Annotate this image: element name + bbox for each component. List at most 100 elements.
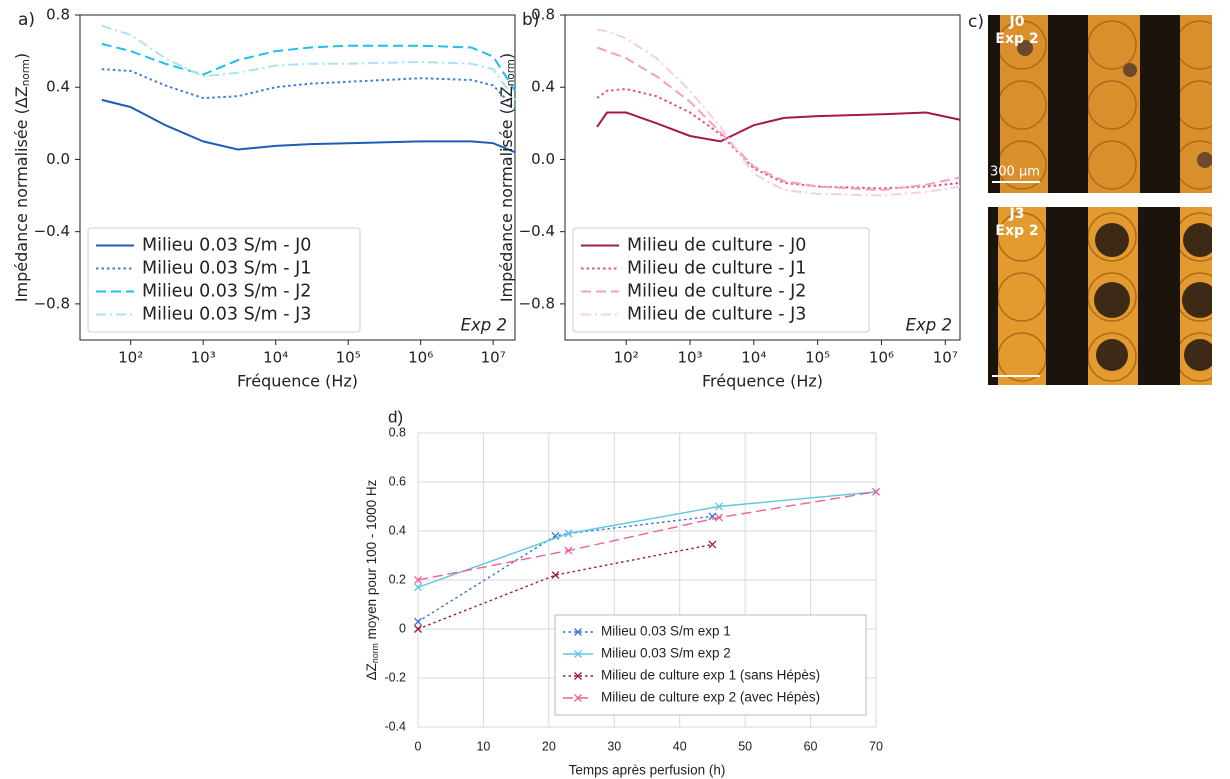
x-tick-label: 10: [476, 739, 490, 753]
x-tick-label: 10⁵: [805, 349, 830, 367]
x-tick-label: 10²: [118, 349, 143, 367]
y-axis-label: Impédance normalisée (ΔZnorm): [497, 53, 518, 302]
legend-label: Milieu de culture - J1: [627, 259, 806, 279]
x-tick-label: 10⁶: [408, 349, 433, 367]
x-axis-label: Fréquence (Hz): [702, 372, 823, 391]
annotation: Exp 2: [461, 316, 507, 335]
image-title: J0: [1009, 14, 1025, 30]
chart: b) −0.8 −0.4 0.0 0.4 0.8 10² 10³ 10⁴ 10⁵ 10⁶ 10⁷ Fré…: [497, 6, 961, 391]
marker: [414, 617, 422, 626]
marker: [564, 529, 573, 538]
marker: [414, 625, 422, 633]
marker: [414, 583, 422, 592]
y-tick-label: 0.0: [46, 150, 70, 168]
series-line: [417, 543, 713, 630]
y-tick-label: 0.6: [389, 474, 406, 488]
panel-label: d): [388, 407, 403, 426]
image-title: J3: [1009, 206, 1025, 222]
legend-label: Milieu de culture - J3: [627, 305, 806, 325]
legend-label: Milieu 0.03 S/m exp 1: [601, 624, 731, 639]
legend-marker: [574, 628, 582, 636]
legend-label: Milieu de culture exp 1 (sans Hépès): [601, 668, 820, 683]
scale-bar-label: 300 µm: [990, 165, 1040, 180]
marker: [715, 502, 723, 511]
legend-label: Milieu 0.03 S/m - J3: [142, 305, 311, 325]
y-tick-label: −0.8: [34, 294, 70, 312]
x-tick-label: 10⁶: [869, 349, 894, 367]
marker: [564, 546, 573, 555]
plot-frame: [79, 14, 516, 341]
legend-label: Milieu de culture exp 2 (avec Hépès): [601, 690, 820, 705]
annotation: Exp 2: [906, 316, 952, 335]
series-line: [417, 515, 713, 623]
y-axis-label-sub: norm: [20, 59, 32, 86]
legend-label: Milieu 0.03 S/m - J2: [142, 282, 311, 302]
x-tick-label: 10³: [191, 349, 216, 367]
micrograph: [988, 207, 1212, 385]
series-line: [417, 491, 877, 581]
y-tick-label: 0.8: [46, 6, 70, 24]
legend-marker: [574, 694, 582, 702]
y-tick-label: −0.8: [519, 294, 555, 312]
y-axis-label-text: ΔZ: [364, 663, 379, 680]
series-line: [596, 111, 961, 143]
x-tick-label: 70: [869, 739, 883, 753]
panel-label: a): [18, 10, 35, 30]
legend-label: Milieu 0.03 S/m - J1: [142, 259, 311, 279]
y-axis-label-sub: norm: [370, 643, 380, 663]
x-tick-label: 20: [542, 739, 556, 753]
marker: [715, 513, 723, 522]
legend-marker: [574, 650, 582, 658]
legend-label: Milieu de culture - J2: [627, 282, 806, 302]
legend-label: Milieu de culture - J0: [627, 236, 806, 256]
series-line: [101, 68, 516, 110]
series-line: [101, 98, 516, 154]
chart: d) -0.4 -0.2 0 0.2 0.4 0.6 0.8 0 10 20 30 40 50 60 70 Te…: [364, 407, 883, 777]
marker: [708, 540, 717, 549]
image-subtitle: Exp 2: [995, 223, 1038, 239]
y-axis-label: Impédance normalisée (ΔZnorm): [12, 53, 33, 302]
x-tick-label: 10⁴: [263, 349, 288, 367]
y-tick-label: 0.4: [531, 78, 555, 96]
x-tick-label: 10³: [677, 349, 702, 367]
x-axis-label: Fréquence (Hz): [237, 372, 358, 391]
series-line: [596, 46, 961, 192]
series-line: [596, 28, 961, 197]
x-tick-label: 30: [607, 739, 621, 753]
y-axis-label-end: ): [12, 53, 31, 59]
x-tick-label: 10⁷: [481, 349, 506, 367]
y-tick-label: 0.2: [389, 572, 406, 586]
y-tick-label: 0.8: [389, 425, 406, 439]
y-axis-label-sub: norm: [505, 59, 517, 86]
micrograph: [988, 15, 1212, 193]
y-tick-label: 0: [399, 621, 406, 635]
panel-label: c): [968, 12, 984, 32]
image-subtitle: Exp 2: [995, 31, 1038, 47]
y-axis-label-text: Impédance normalisée (ΔZ: [497, 86, 516, 302]
legend-label: Milieu 0.03 S/m - J0: [142, 236, 311, 256]
y-axis-label-end: moyen pour 100 - 1000 Hz: [364, 479, 379, 643]
x-axis-label: Temps après perfusion (h): [569, 763, 726, 778]
y-tick-label: −0.4: [519, 222, 555, 240]
y-axis-label-text: Impédance normalisée (ΔZ: [12, 86, 31, 302]
legend-box: [554, 614, 867, 716]
series-line: [101, 42, 516, 92]
marker: [414, 576, 422, 584]
y-tick-label: 0.0: [531, 150, 555, 168]
x-tick-label: 10⁷: [933, 349, 958, 367]
panel-label: b): [522, 10, 539, 30]
x-tick-label: 10²: [614, 349, 639, 367]
x-tick-label: 40: [673, 739, 687, 753]
marker: [551, 571, 560, 580]
x-tick-label: 0: [415, 739, 422, 753]
y-tick-label: 0.8: [531, 6, 555, 24]
legend-box: [572, 227, 870, 333]
marker: [872, 487, 880, 496]
x-tick-label: 10⁴: [741, 349, 766, 367]
y-tick-label: −0.4: [34, 222, 70, 240]
y-tick-label: -0.4: [384, 719, 406, 733]
legend-label: Milieu 0.03 S/m exp 2: [601, 646, 731, 661]
series-line: [596, 88, 961, 190]
legend-marker: [574, 672, 582, 680]
